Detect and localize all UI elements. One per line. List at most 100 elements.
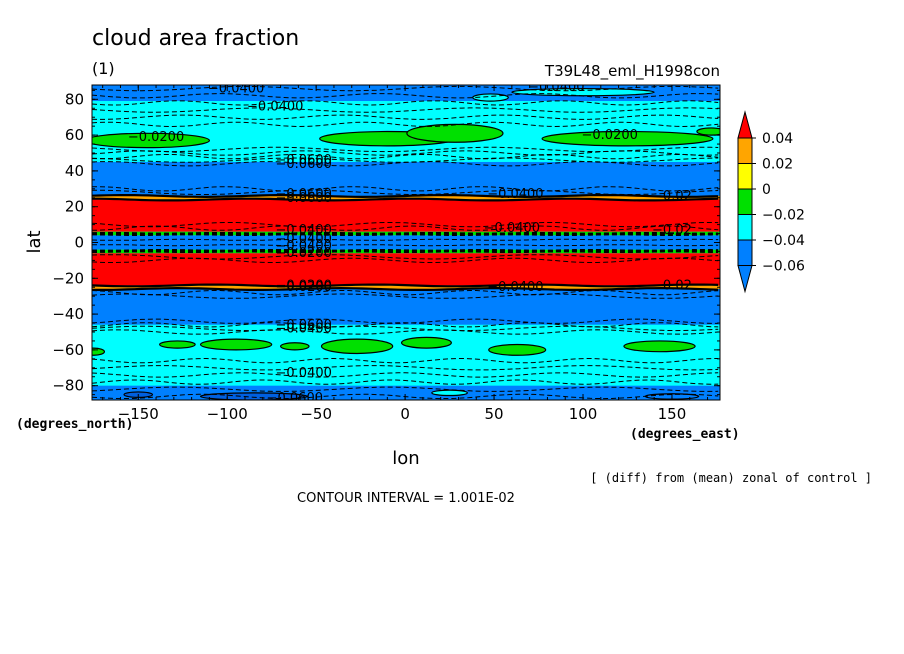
colorbar-box <box>737 163 753 190</box>
x-tick-label: −100 <box>207 405 248 423</box>
colorbar-top-arrow <box>737 110 753 139</box>
contour-patch <box>279 342 310 351</box>
contour-line <box>92 150 719 156</box>
x-tick-label: −150 <box>118 405 159 423</box>
contour-label: −0.0200 <box>276 280 332 295</box>
contour-label: −0.0200 <box>128 130 184 145</box>
y-tick-label: −40 <box>52 305 84 323</box>
contour-line <box>92 325 719 332</box>
zonal-band <box>92 235 720 250</box>
contour-label: −0.0400 <box>487 280 543 295</box>
contour-label: −0.0400 <box>276 223 332 238</box>
y-tick-label: −20 <box>52 269 84 287</box>
contour-line <box>92 93 719 99</box>
colorbar: 0.04 0.02 0 −0.02 −0.04 −0.06 <box>737 110 805 294</box>
colorbar-box <box>737 214 753 241</box>
contour-line <box>92 257 719 263</box>
y-tick-label: −80 <box>52 377 84 395</box>
y-axis-label: lat <box>24 230 45 253</box>
colorbar-label: 0 <box>762 182 771 198</box>
colorbar-bottom-arrow <box>737 265 753 294</box>
y-axis: −80 −60 −40 −20 0 20 40 60 80 <box>52 89 720 396</box>
chart-subtitle: (1) <box>92 59 115 78</box>
contour-patch <box>406 123 504 143</box>
contour-line <box>92 100 719 106</box>
contour-labels: −0.0400 −0.0400 −0.0400 −0.0200 −0.0200 −0.06… <box>128 80 692 406</box>
colorbar-box <box>737 188 753 215</box>
contour-label: −0.0600 <box>267 391 323 406</box>
plot-area: −0.0400 −0.0400 −0.0400 −0.0200 −0.0200 −0.06… <box>92 80 720 406</box>
zonal-band <box>92 285 720 290</box>
contour-patches <box>92 87 720 400</box>
contour-line <box>92 194 719 199</box>
contour-line <box>92 197 719 202</box>
contour-label: −0.0200 <box>276 278 332 293</box>
contour-label: −0.02 <box>652 189 692 204</box>
x-tick-label: −50 <box>300 405 332 423</box>
x-axis-label: lon <box>392 448 419 469</box>
contour-line <box>92 386 719 392</box>
contour-line <box>92 114 719 120</box>
colorbar-label: −0.02 <box>762 208 805 224</box>
contour-line <box>92 357 719 364</box>
x-tick-label: 150 <box>658 405 687 423</box>
contour-patch <box>696 127 720 136</box>
contour-label: −0.0400 <box>276 366 332 381</box>
contour-line <box>92 365 719 371</box>
y-tick-label: 60 <box>65 126 84 144</box>
contour-patch <box>159 340 196 349</box>
contour-label: −0.0600 <box>276 191 332 206</box>
contour-label: −0.0400 <box>487 187 543 202</box>
x-tick-label: 50 <box>485 405 504 423</box>
contour-label: −0.02 <box>652 223 692 238</box>
contour-label: −0.0400 <box>247 99 303 114</box>
contour-label: −0.0400 <box>208 82 264 97</box>
contour-label: −0.0400 <box>276 321 332 336</box>
x-tick-label: 0 <box>400 405 410 423</box>
contour-label: −0.0400 <box>484 221 540 236</box>
y-tick-label: 0 <box>74 234 84 252</box>
contour-label: −0.0600 <box>276 157 332 172</box>
contour-line <box>92 329 719 335</box>
colorbar-label: −0.04 <box>762 233 805 249</box>
contour-line <box>92 225 719 231</box>
contour-label: −0.02 <box>652 278 692 293</box>
zonal-band <box>92 324 720 386</box>
contour-line <box>92 286 719 291</box>
contour-line <box>92 121 719 128</box>
experiment-label: T39L48_eml_H1998con <box>544 62 720 81</box>
contour-line <box>92 322 719 328</box>
contour-patch <box>400 336 452 349</box>
x-tick-label: 100 <box>569 405 598 423</box>
difference-note: [ (diff) from (mean) zonal of control ] <box>590 471 872 485</box>
y-tick-label: 80 <box>65 90 84 108</box>
contour-interval: CONTOUR INTERVAL = 1.001E-02 <box>297 491 515 506</box>
contour-line <box>92 244 719 247</box>
contour-patch <box>541 130 714 147</box>
contour-line <box>92 232 719 237</box>
contour-label: −0.0600 <box>276 318 332 333</box>
contour-line <box>92 372 719 378</box>
y-axis-units: (degrees_north) <box>16 417 133 432</box>
contour-patch <box>488 343 547 356</box>
contour-label: −0.0600 <box>276 187 332 202</box>
contour-line <box>92 107 719 113</box>
contour-line <box>92 238 719 241</box>
contour-line <box>92 379 719 385</box>
contour-line <box>92 186 719 192</box>
colorbar-box <box>737 239 753 266</box>
colorbar-label: 0.04 <box>762 131 793 147</box>
contour-line <box>92 222 719 228</box>
contour-label: −0.0200 <box>582 128 638 143</box>
contour-line <box>92 249 719 254</box>
contour-label: −0.0200 <box>276 246 332 261</box>
x-axis: −150 −100 −50 0 50 100 150 <box>102 85 709 423</box>
x-axis-units: (degrees_east) <box>630 427 740 442</box>
contour-patch <box>92 347 106 356</box>
colorbar-label: −0.06 <box>762 259 805 275</box>
contour-label: −0.0600 <box>276 153 332 168</box>
colorbar-box <box>737 137 753 164</box>
y-tick-label: −60 <box>52 341 84 359</box>
contour-label: −0.0400 <box>528 80 584 95</box>
